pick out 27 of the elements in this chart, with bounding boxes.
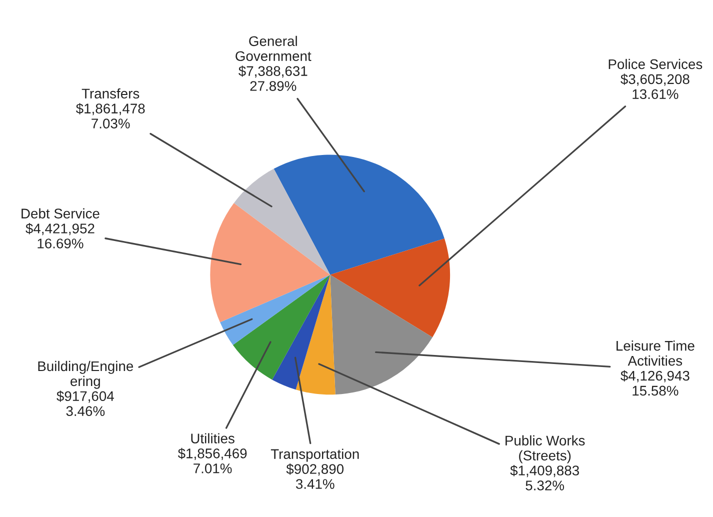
- pie-slice: [274, 154, 444, 275]
- slice-label: Building/Engine ering: [38, 360, 134, 389]
- data-label: $902,890 3.41%: [286, 464, 344, 489]
- data-label: $3,605,208 13.61%: [620, 74, 690, 100]
- pie-slice: [220, 274, 330, 345]
- data-label: $1,856,469 7.01%: [178, 448, 247, 474]
- data-label: $7,388,631 27.89%: [238, 66, 308, 91]
- slice-label: Debt Service: [22, 208, 100, 218]
- slice-label: Transportation: [270, 448, 359, 462]
- data-label: $1,861,478 7.03%: [76, 103, 145, 128]
- pie-slice: [296, 274, 336, 395]
- pie-slice: [232, 274, 330, 380]
- data-label: $4,126,943 15.58%: [620, 370, 690, 396]
- pie-slice: [272, 274, 330, 390]
- slice-label: Police Services: [608, 58, 702, 70]
- data-label: $917,604 3.46%: [56, 390, 114, 416]
- data-label: $1,409,883 5.32%: [510, 465, 579, 490]
- slice-label: Utilities: [191, 433, 234, 444]
- slice-label: Transfers: [82, 88, 140, 99]
- pie-slice: [330, 238, 450, 338]
- data-label: $4,421,952 16.69%: [26, 223, 94, 248]
- pie-slice: [210, 203, 330, 322]
- pie-slice: [330, 274, 432, 395]
- pie-slice: [234, 168, 330, 275]
- slice-label: Leisure Time Activities: [616, 340, 694, 366]
- slice-label: General Government: [236, 36, 312, 62]
- slice-label: Public Works (Streets): [506, 435, 585, 464]
